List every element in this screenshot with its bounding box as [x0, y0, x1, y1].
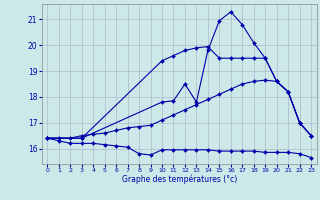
X-axis label: Graphe des températures (°c): Graphe des températures (°c): [122, 175, 237, 184]
